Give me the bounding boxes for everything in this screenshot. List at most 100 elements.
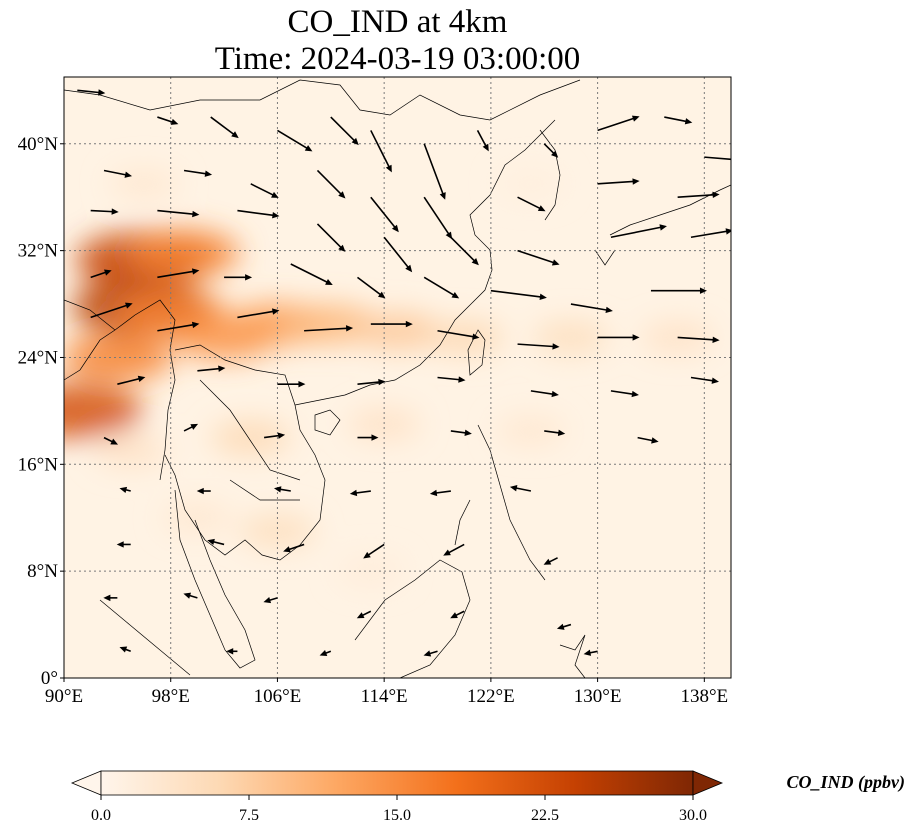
wind-arrow — [690, 376, 719, 384]
concentration-patch — [211, 420, 291, 456]
wind-arrow — [263, 432, 286, 439]
wind-arrow — [610, 224, 667, 239]
wind-arrow — [423, 650, 438, 657]
wind-arrow — [570, 303, 613, 314]
wind-arrow — [157, 116, 179, 125]
wind-arrow — [383, 236, 413, 273]
lon-tick-label: 90°E — [45, 686, 83, 707]
wind-arrow — [273, 486, 291, 493]
wind-arrow — [437, 376, 466, 383]
wind-arrow — [423, 143, 446, 200]
wind-arrow — [316, 169, 346, 199]
wind-arrow — [183, 169, 213, 177]
colorbar-title: CO_IND (ppbv) — [787, 772, 906, 793]
concentration-patch — [284, 304, 377, 345]
wind-arrow — [277, 129, 313, 152]
wind-arrow — [210, 116, 239, 139]
map-title-line2: Time: 2024-03-19 03:00:00 — [214, 41, 581, 77]
wind-arrow — [363, 543, 385, 559]
wind-arrow — [117, 375, 146, 385]
wind-arrow — [357, 378, 386, 386]
lat-tick-label: 40°N — [18, 134, 59, 155]
wind-arrow — [197, 365, 226, 372]
wind-arrow — [319, 650, 332, 657]
wind-arrow — [183, 423, 199, 432]
concentration-patch — [496, 415, 566, 447]
wind-arrow — [556, 623, 572, 630]
colorbar-tick-label: 22.5 — [531, 807, 559, 824]
taiwan-coast — [467, 329, 486, 376]
wind-arrow — [597, 115, 640, 132]
colorbar-tick-label: 7.5 — [239, 807, 259, 824]
wind-arrow — [450, 236, 479, 266]
lat-tick-label: 0° — [41, 668, 58, 689]
lat-tick-label: 16°N — [18, 454, 59, 475]
wind-arrow — [476, 130, 489, 152]
wind-arrow — [370, 130, 392, 173]
colorbar-body — [100, 770, 694, 796]
wind-arrow — [437, 329, 480, 340]
wind-arrow — [283, 543, 305, 553]
wind-arrow — [610, 390, 639, 398]
indochina-coast — [164, 404, 326, 561]
lat-tick-label: 8°N — [27, 561, 58, 582]
wind-arrow — [357, 434, 379, 441]
wind-arrow — [157, 268, 200, 279]
philippines-coast — [454, 424, 546, 581]
myanmar-border — [64, 299, 176, 481]
hainan-coast — [314, 409, 341, 436]
wind-arrow — [543, 557, 558, 565]
concentration-patch — [162, 501, 233, 534]
wind-arrow — [263, 596, 278, 604]
concentration-patch — [128, 229, 240, 277]
lon-tick-label: 106°E — [254, 686, 302, 707]
wind-arrow — [429, 489, 451, 497]
wind-arrow — [103, 169, 133, 178]
concentration-patch — [424, 319, 504, 356]
colorbar: 0.0 7.5 15.0 22.5 30.0 CO_IND (ppbv) — [70, 770, 906, 824]
wind-arrow — [544, 429, 566, 436]
wind-arrow — [77, 89, 106, 96]
concentration-patch — [64, 333, 173, 382]
wind-arrow — [677, 191, 720, 199]
wind-arrow — [704, 156, 731, 161]
colorbar-extend-max — [692, 770, 724, 796]
wind-arrow — [597, 334, 640, 341]
wind-arrow — [517, 343, 560, 350]
wind-arrow — [330, 116, 359, 146]
wind-arrow — [443, 543, 465, 556]
wind-arrow — [370, 196, 399, 233]
wind-arrow — [543, 143, 559, 158]
wind-arrow — [349, 489, 371, 497]
wind-arrow — [690, 228, 731, 239]
japan-coast — [594, 184, 731, 266]
wind-arrow — [103, 436, 119, 445]
wind-arrow — [196, 487, 211, 495]
wind-arrow — [597, 178, 640, 185]
latitude-ticks: 0° 8°N 16°N 24°N 32°N 40°N — [18, 134, 64, 689]
concentration-patch — [109, 168, 179, 200]
wind-arrow — [509, 485, 532, 492]
wind-arrow — [677, 336, 720, 343]
wind-arrow — [119, 646, 131, 653]
wind-arrow — [157, 321, 200, 332]
wind-arrow — [423, 196, 453, 240]
wind-arrow — [450, 610, 465, 619]
lon-tick-label: 114°E — [361, 686, 408, 707]
colorbar-tick-label: 15.0 — [383, 807, 411, 824]
wind-vectors — [77, 89, 731, 657]
colorbar-tick-label: 0.0 — [91, 807, 111, 824]
wind-arrow — [517, 196, 546, 212]
wind-arrow — [90, 302, 133, 319]
wind-arrow — [90, 269, 112, 279]
wind-arrow — [370, 320, 413, 328]
wind-arrow — [357, 276, 386, 299]
wind-arrow — [119, 486, 131, 494]
inland-borders — [64, 79, 581, 501]
wind-arrow — [530, 390, 559, 398]
wind-arrow — [304, 325, 354, 332]
wind-arrow — [290, 263, 333, 285]
wind-arrow — [207, 538, 225, 546]
lon-tick-label: 98°E — [152, 686, 190, 707]
